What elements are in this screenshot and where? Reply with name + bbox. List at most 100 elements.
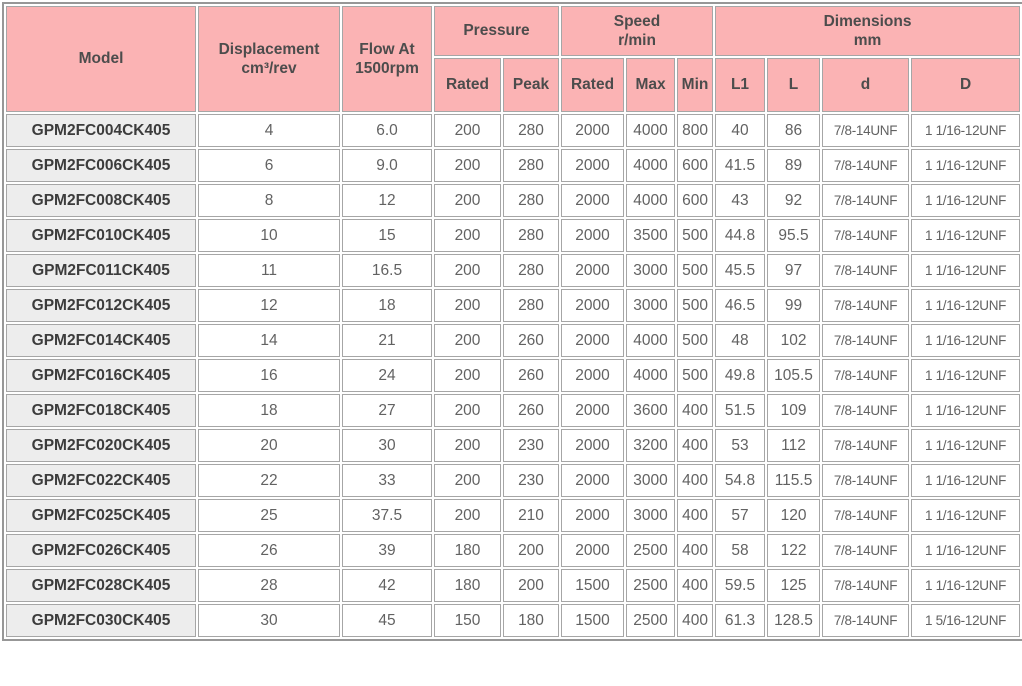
header-dim-l: L (767, 58, 821, 112)
cell-speed-max: 4000 (626, 184, 676, 217)
cell-model: GPM2FC026CK405 (6, 534, 196, 567)
cell-dim-l1: 61.3 (715, 604, 766, 637)
cell-dim-l1: 58 (715, 534, 766, 567)
cell-pressure-peak: 280 (503, 184, 560, 217)
cell-pressure-rated: 200 (434, 499, 501, 532)
cell-displacement: 28 (198, 569, 340, 602)
cell-pressure-rated: 150 (434, 604, 501, 637)
cell-dim-l1: 59.5 (715, 569, 766, 602)
cell-flow: 27 (342, 394, 432, 427)
cell-pressure-peak: 280 (503, 219, 560, 252)
cell-speed-rated: 2000 (561, 149, 625, 182)
cell-speed-max: 3500 (626, 219, 676, 252)
cell-displacement: 12 (198, 289, 340, 322)
cell-pressure-peak: 280 (503, 149, 560, 182)
cell-speed-rated: 2000 (561, 429, 625, 462)
cell-speed-min: 400 (677, 499, 714, 532)
cell-speed-rated: 2000 (561, 289, 625, 322)
cell-pressure-rated: 200 (434, 464, 501, 497)
cell-flow: 33 (342, 464, 432, 497)
cell-model: GPM2FC012CK405 (6, 289, 196, 322)
cell-dim-l: 125 (767, 569, 821, 602)
cell-speed-rated: 2000 (561, 114, 625, 147)
cell-dim-l: 97 (767, 254, 821, 287)
cell-speed-min: 400 (677, 534, 714, 567)
cell-dim-D: 1 1/16-12UNF (911, 429, 1021, 462)
header-dim-d: d (822, 58, 910, 112)
cell-model: GPM2FC022CK405 (6, 464, 196, 497)
cell-speed-min: 400 (677, 429, 714, 462)
cell-displacement: 8 (198, 184, 340, 217)
cell-displacement: 30 (198, 604, 340, 637)
cell-dim-l: 122 (767, 534, 821, 567)
cell-displacement: 4 (198, 114, 340, 147)
table-row: GPM2FC004CK405 4 6.0 200 280 2000 4000 800 40 86 7… (6, 114, 1021, 147)
cell-model: GPM2FC016CK405 (6, 359, 196, 392)
cell-dim-d: 7/8-14UNF (822, 569, 910, 602)
table-row: GPM2FC020CK405 20 30 200 230 2000 3200 400 53 112… (6, 429, 1021, 462)
cell-displacement: 18 (198, 394, 340, 427)
cell-pressure-peak: 180 (503, 604, 560, 637)
header-displacement-line2: cm³/rev (241, 60, 297, 77)
table-row: GPM2FC030CK405 30 45 150 180 1500 2500 400 61.3 1… (6, 604, 1021, 637)
cell-dim-D: 1 1/16-12UNF (911, 359, 1021, 392)
cell-speed-min: 500 (677, 254, 714, 287)
cell-speed-min: 500 (677, 219, 714, 252)
header-group-dimensions: Dimensions mm (715, 6, 1021, 56)
cell-pressure-rated: 200 (434, 359, 501, 392)
cell-dim-D: 1 5/16-12UNF (911, 604, 1021, 637)
cell-speed-max: 3000 (626, 499, 676, 532)
cell-pressure-rated: 180 (434, 569, 501, 602)
cell-dim-D: 1 1/16-12UNF (911, 254, 1021, 287)
cell-flow: 39 (342, 534, 432, 567)
cell-pressure-peak: 260 (503, 324, 560, 357)
cell-dim-D: 1 1/16-12UNF (911, 464, 1021, 497)
cell-dim-d: 7/8-14UNF (822, 464, 910, 497)
table-row: GPM2FC008CK405 8 12 200 280 2000 4000 600 43 92 7/… (6, 184, 1021, 217)
cell-speed-max: 4000 (626, 149, 676, 182)
header-group-pressure: Pressure (434, 6, 560, 56)
cell-dim-D: 1 1/16-12UNF (911, 149, 1021, 182)
cell-speed-min: 600 (677, 184, 714, 217)
cell-speed-max: 2500 (626, 534, 676, 567)
cell-dim-l: 86 (767, 114, 821, 147)
cell-dim-d: 7/8-14UNF (822, 429, 910, 462)
cell-dim-l: 105.5 (767, 359, 821, 392)
cell-dim-d: 7/8-14UNF (822, 499, 910, 532)
header-dim-l1: L1 (715, 58, 766, 112)
header-flow: Flow At 1500rpm (342, 6, 432, 112)
cell-pressure-peak: 200 (503, 569, 560, 602)
cell-speed-rated: 2000 (561, 324, 625, 357)
cell-dim-D: 1 1/16-12UNF (911, 569, 1021, 602)
header-speed-line2: r/min (618, 32, 656, 49)
cell-speed-min: 600 (677, 149, 714, 182)
cell-dim-D: 1 1/16-12UNF (911, 184, 1021, 217)
pump-spec-table: Model Displacement cm³/rev Flow At 1500r… (2, 2, 1022, 641)
table-row: GPM2FC018CK405 18 27 200 260 2000 3600 400 51.5 1… (6, 394, 1021, 427)
header-group-row: Model Displacement cm³/rev Flow At 1500r… (6, 6, 1021, 112)
cell-speed-min: 400 (677, 464, 714, 497)
cell-dim-l1: 49.8 (715, 359, 766, 392)
cell-pressure-peak: 260 (503, 359, 560, 392)
table-row: GPM2FC011CK405 11 16.5 200 280 2000 3000 500 45.… (6, 254, 1021, 287)
cell-pressure-peak: 230 (503, 464, 560, 497)
cell-dim-d: 7/8-14UNF (822, 324, 910, 357)
cell-speed-rated: 2000 (561, 219, 625, 252)
table-row: GPM2FC012CK405 12 18 200 280 2000 3000 500 46.5 9… (6, 289, 1021, 322)
cell-dim-d: 7/8-14UNF (822, 604, 910, 637)
cell-dim-d: 7/8-14UNF (822, 394, 910, 427)
cell-dim-l1: 40 (715, 114, 766, 147)
cell-dim-D: 1 1/16-12UNF (911, 534, 1021, 567)
cell-flow: 21 (342, 324, 432, 357)
cell-dim-D: 1 1/16-12UNF (911, 289, 1021, 322)
cell-flow: 37.5 (342, 499, 432, 532)
cell-displacement: 22 (198, 464, 340, 497)
cell-speed-max: 4000 (626, 324, 676, 357)
cell-dim-D: 1 1/16-12UNF (911, 324, 1021, 357)
cell-displacement: 6 (198, 149, 340, 182)
cell-dim-l1: 45.5 (715, 254, 766, 287)
cell-pressure-rated: 200 (434, 184, 501, 217)
cell-displacement: 16 (198, 359, 340, 392)
cell-dim-l: 92 (767, 184, 821, 217)
cell-pressure-rated: 200 (434, 429, 501, 462)
